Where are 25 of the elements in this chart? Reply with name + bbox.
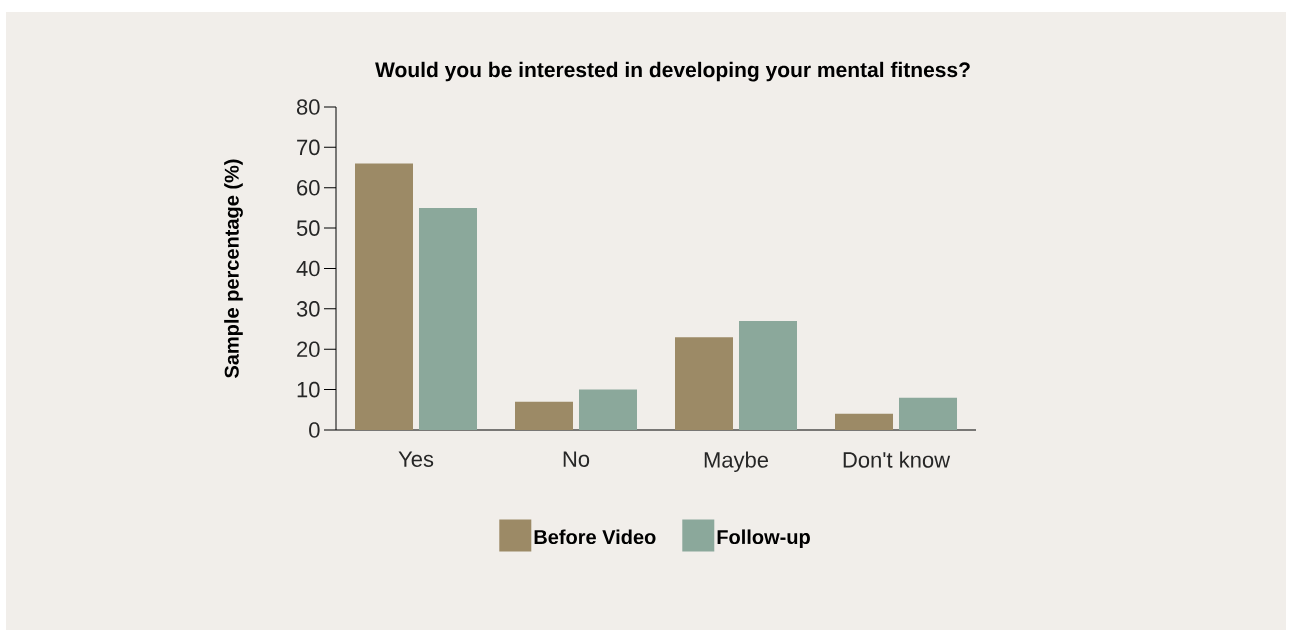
y-tick-label: 50 <box>296 220 320 236</box>
chart-title: Would you be interested in developing your mental fitness? <box>375 61 970 82</box>
y-tick-label: 70 <box>297 139 320 156</box>
y-tick-label: 80 <box>296 99 320 115</box>
y-tick-label: 20 <box>297 341 320 358</box>
bar <box>835 413 894 430</box>
x-tick-label: No <box>563 451 590 467</box>
y-tick-label: 10 <box>297 381 320 398</box>
x-tick-label: Maybe <box>704 451 769 473</box>
bar <box>675 337 734 430</box>
y-tick-label: 60 <box>297 179 320 196</box>
y-tick-label: 40 <box>296 260 320 277</box>
bar <box>419 207 478 430</box>
bar <box>355 163 413 430</box>
bar <box>579 389 638 430</box>
x-tick-label: Yes <box>398 451 434 467</box>
y-tick-label: 0 <box>309 422 320 438</box>
legend-label: Follow-up <box>717 529 810 549</box>
bar <box>515 401 574 430</box>
legend-label: Before Video <box>534 529 656 545</box>
bar <box>739 320 798 430</box>
bar <box>899 397 958 430</box>
y-axis-title: Sample percentage (%) <box>224 159 243 378</box>
y-tick-label: 30 <box>296 301 320 317</box>
x-tick-label: Don't know <box>843 451 951 468</box>
